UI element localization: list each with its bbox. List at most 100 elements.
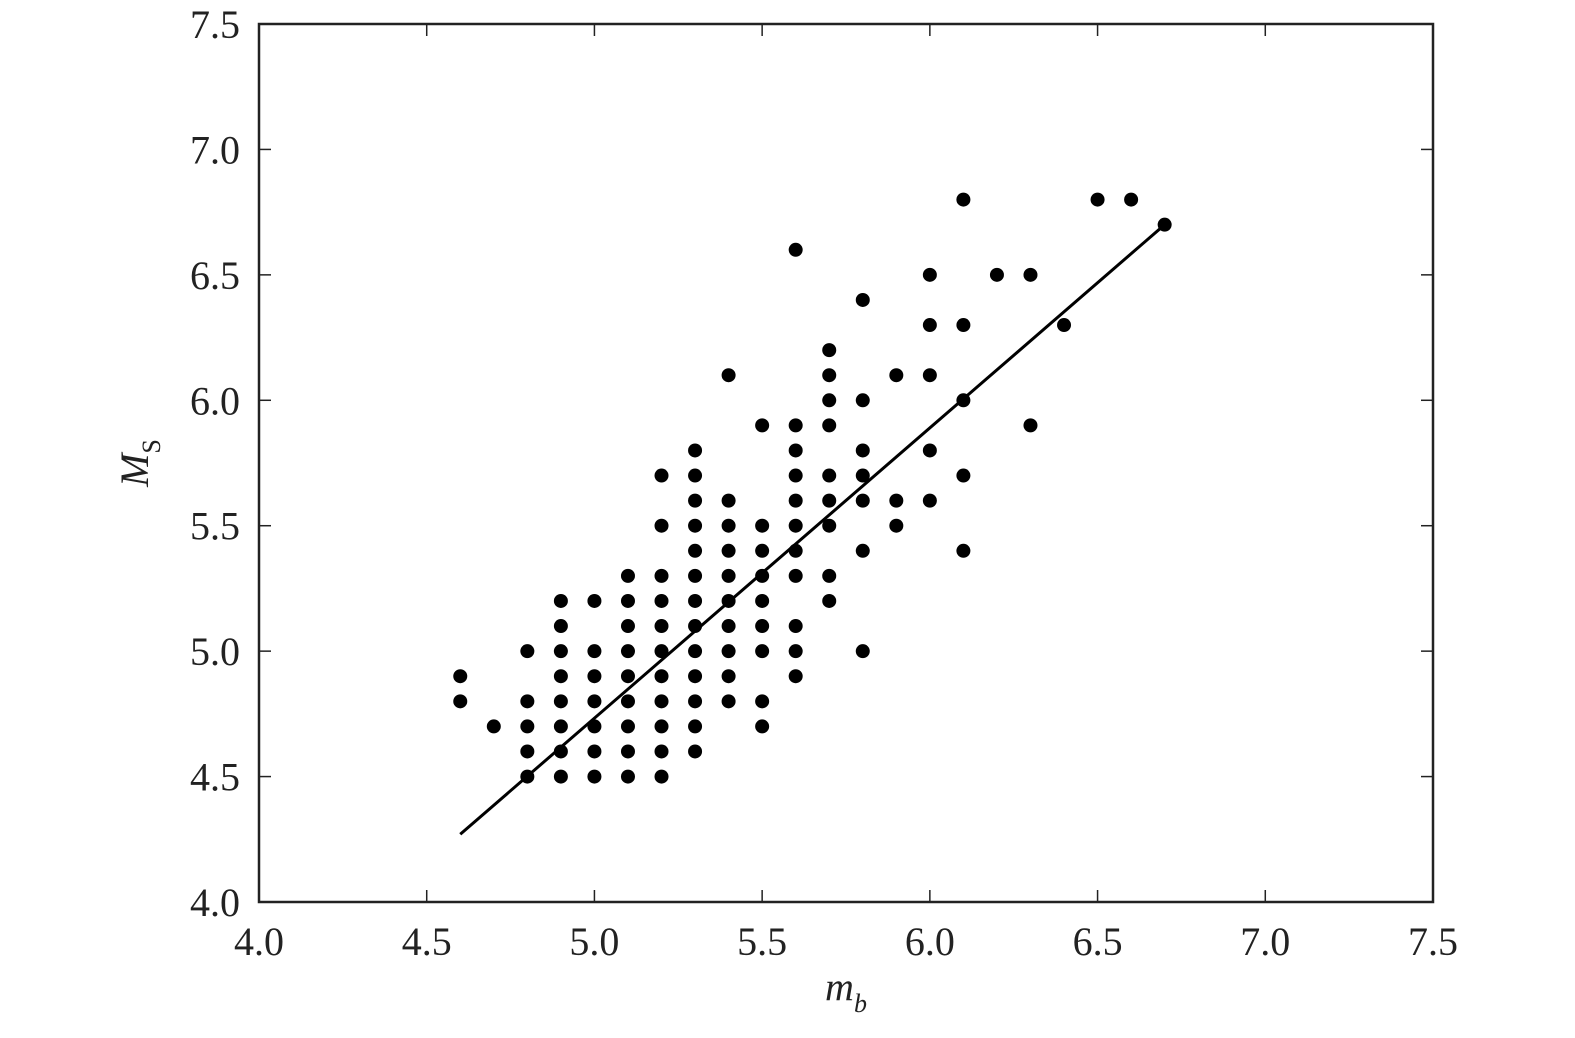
scatter-point bbox=[553, 593, 568, 608]
y-tick-label: 7.0 bbox=[190, 127, 240, 172]
scatter-point bbox=[721, 619, 736, 634]
y-label-sub: S bbox=[137, 439, 166, 453]
scatter-point bbox=[654, 744, 669, 759]
scatter-point bbox=[453, 669, 468, 684]
scatter-point bbox=[620, 593, 635, 608]
scatter-point bbox=[688, 543, 703, 558]
scatter-point bbox=[755, 518, 770, 533]
scatter-point bbox=[755, 694, 770, 709]
scatter-point bbox=[755, 568, 770, 583]
scatter-point bbox=[688, 719, 703, 734]
scatter-point bbox=[922, 267, 937, 282]
scatter-point bbox=[654, 593, 669, 608]
x-tick-label: 7.0 bbox=[1240, 919, 1290, 964]
y-label-main: M bbox=[112, 451, 157, 488]
scatter-point bbox=[721, 518, 736, 533]
scatter-point bbox=[721, 669, 736, 684]
scatter-point bbox=[721, 568, 736, 583]
scatter-point bbox=[922, 443, 937, 458]
scatter-point bbox=[688, 644, 703, 659]
scatter-point bbox=[855, 644, 870, 659]
scatter-point bbox=[654, 468, 669, 483]
scatter-point bbox=[654, 644, 669, 659]
scatter-point bbox=[1023, 267, 1038, 282]
scatter-point bbox=[587, 644, 602, 659]
scatter-point bbox=[755, 619, 770, 634]
x-tick-label: 7.5 bbox=[1408, 919, 1458, 964]
scatter-point bbox=[520, 719, 535, 734]
y-tick-label: 6.5 bbox=[190, 253, 240, 298]
scatter-point bbox=[822, 568, 837, 583]
scatter-point bbox=[755, 719, 770, 734]
x-label-sub: b bbox=[854, 989, 867, 1018]
scatter-point bbox=[587, 744, 602, 759]
scatter-point bbox=[922, 318, 937, 333]
scatter-point bbox=[822, 418, 837, 433]
scatter-point bbox=[822, 518, 837, 533]
scatter-point bbox=[1057, 318, 1072, 333]
y-tick-label: 7.5 bbox=[190, 2, 240, 47]
scatter-point bbox=[822, 393, 837, 408]
scatter-point bbox=[553, 644, 568, 659]
scatter-point bbox=[956, 192, 971, 207]
scatter-point bbox=[822, 468, 837, 483]
scatter-point bbox=[956, 543, 971, 558]
fit-line bbox=[459, 223, 1166, 836]
scatter-point bbox=[788, 669, 803, 684]
scatter-point bbox=[721, 493, 736, 508]
x-tick-label: 4.5 bbox=[402, 919, 452, 964]
scatter-point bbox=[721, 543, 736, 558]
scatter-point bbox=[855, 393, 870, 408]
x-axis-label: mb bbox=[825, 964, 867, 1018]
scatter-point bbox=[654, 619, 669, 634]
scatter-point bbox=[620, 769, 635, 784]
x-tick-label: 6.0 bbox=[905, 919, 955, 964]
y-tick-label: 6.0 bbox=[190, 378, 240, 423]
scatter-point bbox=[688, 518, 703, 533]
scatter-point bbox=[788, 644, 803, 659]
scatter-point bbox=[553, 619, 568, 634]
scatter-point bbox=[1124, 192, 1139, 207]
scatter-point bbox=[620, 744, 635, 759]
scatter-point bbox=[956, 318, 971, 333]
scatter-point bbox=[755, 644, 770, 659]
scatter-point bbox=[922, 368, 937, 383]
scatter-point bbox=[788, 443, 803, 458]
y-tick-label: 4.5 bbox=[190, 755, 240, 800]
scatter-point bbox=[788, 518, 803, 533]
scatter-point bbox=[721, 368, 736, 383]
scatter-point bbox=[620, 669, 635, 684]
scatter-point bbox=[587, 593, 602, 608]
scatter-point bbox=[654, 769, 669, 784]
scatter-point bbox=[889, 493, 904, 508]
scatter-point bbox=[855, 493, 870, 508]
scatter-point bbox=[620, 644, 635, 659]
scatter-point bbox=[654, 669, 669, 684]
scatter-point bbox=[989, 267, 1004, 282]
scatter-point bbox=[822, 493, 837, 508]
scatter-point bbox=[688, 443, 703, 458]
scatter-point bbox=[688, 468, 703, 483]
scatter-point bbox=[587, 694, 602, 709]
scatter-point bbox=[755, 543, 770, 558]
scatter-point bbox=[654, 694, 669, 709]
scatter-point bbox=[855, 292, 870, 307]
scatter-point bbox=[553, 719, 568, 734]
scatter-point bbox=[889, 368, 904, 383]
scatter-point bbox=[721, 644, 736, 659]
y-tick-label: 4.0 bbox=[190, 880, 240, 925]
x-tick-label: 6.5 bbox=[1073, 919, 1123, 964]
scatter-point bbox=[956, 468, 971, 483]
scatter-point bbox=[620, 694, 635, 709]
scatter-point bbox=[520, 644, 535, 659]
scatter-point bbox=[654, 719, 669, 734]
scatter-point bbox=[755, 418, 770, 433]
scatter-point bbox=[620, 568, 635, 583]
scatter-point bbox=[855, 443, 870, 458]
scatter-point bbox=[688, 669, 703, 684]
x-label-main: m bbox=[825, 964, 854, 1009]
y-tick-label: 5.5 bbox=[190, 504, 240, 549]
scatter-point bbox=[822, 593, 837, 608]
y-axis-label: MS bbox=[112, 439, 166, 488]
